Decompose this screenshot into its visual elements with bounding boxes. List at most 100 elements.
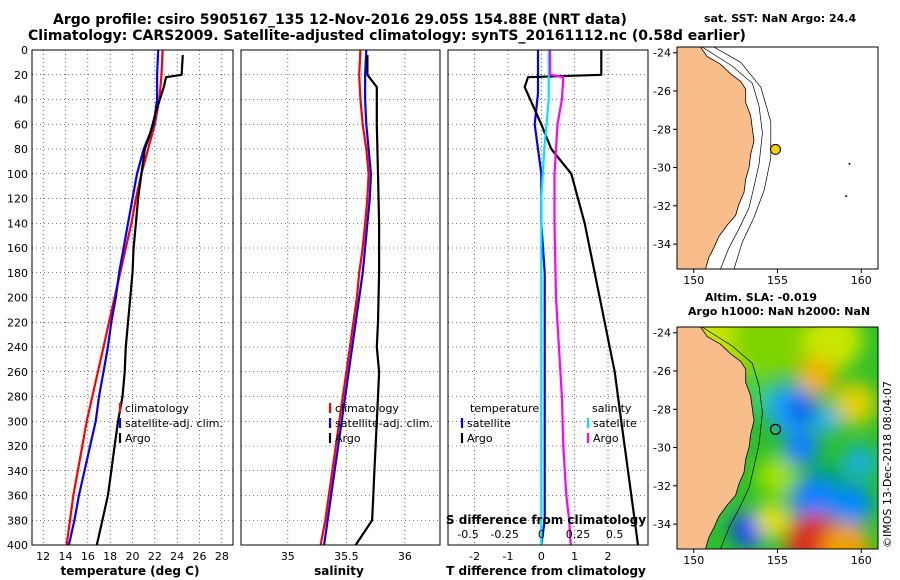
sal-panel-frame	[240, 49, 441, 546]
y-tick-label-depth: 200	[7, 292, 28, 305]
sla-anomaly-blob	[754, 502, 791, 539]
y-tick-label-depth: 80	[14, 143, 28, 156]
sla-x-tick-label: 155	[767, 554, 788, 567]
x-tick-label-temp: 22	[148, 550, 162, 563]
sst-map-island	[845, 195, 848, 198]
y-tick-label-depth: 180	[7, 267, 28, 280]
sst-map-isobath	[713, 47, 772, 269]
line-sdiff-satellite	[540, 50, 550, 545]
sst-y-tick-label: -24	[653, 47, 671, 60]
sla-anomaly-blob	[782, 429, 819, 466]
y-tick-label-depth: 220	[7, 316, 28, 329]
sla-anomaly-blob	[731, 327, 808, 379]
sla-anomaly-blob	[832, 381, 877, 426]
temp-panel-frame	[31, 49, 234, 546]
sla-anomaly-blob	[755, 456, 796, 497]
sla-anomaly-blob	[812, 406, 841, 435]
line-sal-argo	[354, 55, 381, 545]
sst-y-tick-label: -32	[653, 200, 671, 213]
sla-y-tick-label: -24	[653, 327, 671, 340]
y-tick-label-depth: 400	[7, 539, 28, 552]
sla-y-tick-label: -30	[653, 442, 671, 455]
x-tick-label-temp: 28	[215, 550, 229, 563]
y-tick-label-depth: 340	[7, 465, 28, 478]
x-axis-label-sdiff: S difference from climatology	[446, 513, 646, 527]
sla-anomaly-blob	[822, 523, 871, 549]
line-tdiff-satellite	[533, 50, 546, 545]
argo-position-marker	[769, 143, 781, 155]
sla-title-line-1: Altim. SLA: -0.019	[705, 291, 818, 304]
x-tick-label-tdiff: 0	[538, 550, 545, 563]
x-axis-label-tdiff: T difference from climatology	[446, 564, 646, 578]
y-tick-label-depth: 120	[7, 193, 28, 206]
x-tick-label-sdiff: -0.5	[457, 528, 478, 541]
y-tick-label-depth: 260	[7, 366, 28, 379]
y-tick-label-depth: 160	[7, 242, 28, 255]
x-tick-label-sal: 35.5	[334, 550, 359, 563]
x-axis-label-sal: salinity	[314, 564, 364, 578]
sla-y-tick-label: -34	[653, 518, 671, 531]
sst-map-island	[848, 162, 851, 165]
argo-position-ring	[769, 423, 782, 435]
title-line-1: Argo profile: csiro 5905167_135 12-Nov-2…	[53, 12, 627, 28]
x-tick-label-temp: 26	[193, 550, 207, 563]
sla-anomaly-blob	[832, 484, 873, 525]
sst-y-tick-label: -28	[653, 123, 671, 136]
sst-x-tick-label: 150	[683, 274, 704, 287]
x-tick-label-tdiff: -2	[469, 550, 480, 563]
x-tick-label-temp: 12	[36, 550, 50, 563]
legend-sdiff-label: Argo	[593, 432, 619, 445]
x-tick-label-sal: 36	[398, 550, 412, 563]
line-temp-argo	[95, 54, 184, 545]
sst-y-tick-label: -30	[653, 162, 671, 175]
x-tick-label-temp: 14	[59, 550, 73, 563]
legend-temp-label: satellite-adj. clim.	[125, 417, 223, 430]
y-tick-label-depth: 40	[14, 94, 28, 107]
legend-sal-label: climatology	[335, 402, 399, 415]
x-tick-label-sdiff: -0.25	[490, 528, 518, 541]
x-tick-label-tdiff: 1	[571, 550, 578, 563]
sla-anomaly-blob	[841, 444, 878, 481]
sst-x-tick-label: 155	[767, 274, 788, 287]
y-tick-label-depth: 380	[7, 514, 28, 527]
legend-tdiff-label: satellite	[467, 417, 511, 430]
x-tick-label-sal: 35	[281, 550, 295, 563]
sla-map-clip	[677, 327, 878, 549]
x-tick-label-temp: 20	[126, 550, 140, 563]
sla-y-tick-label: -26	[653, 365, 671, 378]
sla-map-land	[677, 327, 755, 549]
y-tick-label-depth: 20	[14, 69, 28, 82]
x-tick-label-sdiff: 0.25	[566, 528, 591, 541]
sla-x-tick-label: 160	[851, 554, 872, 567]
legend-temp-label: climatology	[125, 402, 189, 415]
x-tick-label-temp: 16	[81, 550, 95, 563]
sst-map-isobath	[701, 47, 763, 269]
diff-panel-frame	[447, 49, 649, 546]
x-tick-label-tdiff: -1	[503, 550, 514, 563]
sla-x-tick-label: 150	[683, 554, 704, 567]
legend-sdiff-title: salinity	[592, 402, 632, 415]
sst-x-tick-label: 160	[851, 274, 872, 287]
x-tick-label-temp: 24	[170, 550, 184, 563]
x-tick-label-sdiff: 0.5	[606, 528, 624, 541]
legend-sal-label: Argo	[335, 432, 361, 445]
y-tick-label-depth: 0	[21, 44, 28, 57]
sla-map-frame	[676, 326, 879, 550]
y-tick-label-depth: 100	[7, 168, 28, 181]
legend-tdiff-label: Argo	[467, 432, 493, 445]
sst-map-frame	[676, 46, 879, 270]
line-temp-climatology	[65, 50, 164, 545]
x-tick-label-tdiff: 2	[605, 550, 612, 563]
sla-anomaly-blob	[787, 394, 818, 425]
title-line-2: Climatology: CARS2009. Satellite-adjuste…	[28, 28, 746, 44]
y-tick-label-depth: 280	[7, 391, 28, 404]
sla-y-tick-label: -32	[653, 480, 671, 493]
x-tick-label-temp: 18	[103, 550, 117, 563]
sla-map-isobath	[701, 327, 763, 549]
sst-y-tick-label: -26	[653, 85, 671, 98]
sst-y-tick-label: -34	[653, 238, 671, 251]
sla-anomaly-blob	[790, 477, 839, 526]
y-tick-label-depth: 60	[14, 118, 28, 131]
legend-sal-label: satellite-adj. clim.	[335, 417, 433, 430]
